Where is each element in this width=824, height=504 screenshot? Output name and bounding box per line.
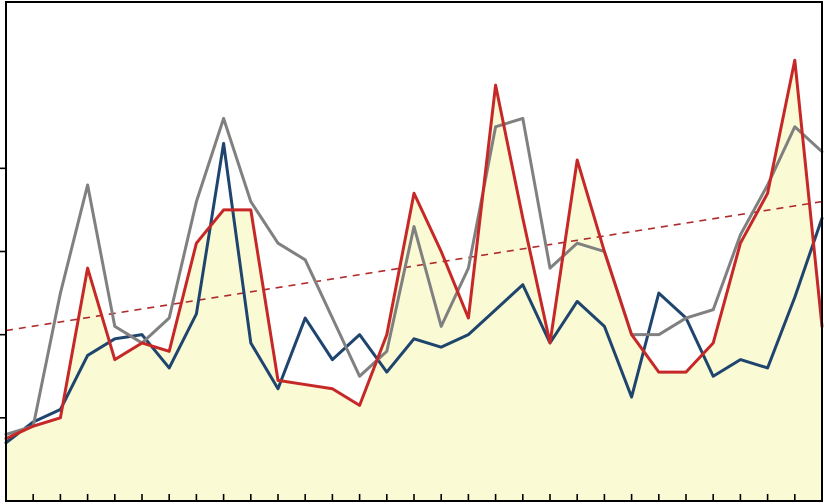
- chart-container: [0, 0, 824, 504]
- chart-svg: [0, 0, 824, 504]
